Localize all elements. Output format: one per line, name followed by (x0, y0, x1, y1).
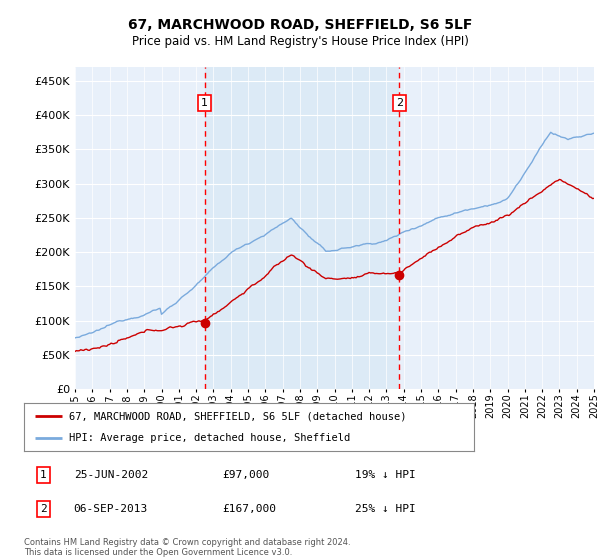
Text: £97,000: £97,000 (223, 470, 270, 480)
Text: 2: 2 (396, 98, 403, 108)
Text: Contains HM Land Registry data © Crown copyright and database right 2024.
This d: Contains HM Land Registry data © Crown c… (24, 538, 350, 557)
Bar (205, 67, 400, 389)
Text: HPI: Average price, detached house, Sheffield: HPI: Average price, detached house, Shef… (69, 433, 350, 443)
Text: 2: 2 (40, 504, 47, 514)
Text: 67, MARCHWOOD ROAD, SHEFFIELD, S6 5LF (detached house): 67, MARCHWOOD ROAD, SHEFFIELD, S6 5LF (d… (69, 411, 407, 421)
Text: 25-JUN-2002: 25-JUN-2002 (74, 470, 148, 480)
Text: £167,000: £167,000 (223, 504, 277, 514)
Text: 1: 1 (40, 470, 47, 480)
Text: 1: 1 (201, 98, 208, 108)
Text: 19% ↓ HPI: 19% ↓ HPI (355, 470, 416, 480)
Text: 25% ↓ HPI: 25% ↓ HPI (355, 504, 416, 514)
Text: 06-SEP-2013: 06-SEP-2013 (74, 504, 148, 514)
Text: Price paid vs. HM Land Registry's House Price Index (HPI): Price paid vs. HM Land Registry's House … (131, 35, 469, 49)
Text: 67, MARCHWOOD ROAD, SHEFFIELD, S6 5LF: 67, MARCHWOOD ROAD, SHEFFIELD, S6 5LF (128, 18, 472, 32)
